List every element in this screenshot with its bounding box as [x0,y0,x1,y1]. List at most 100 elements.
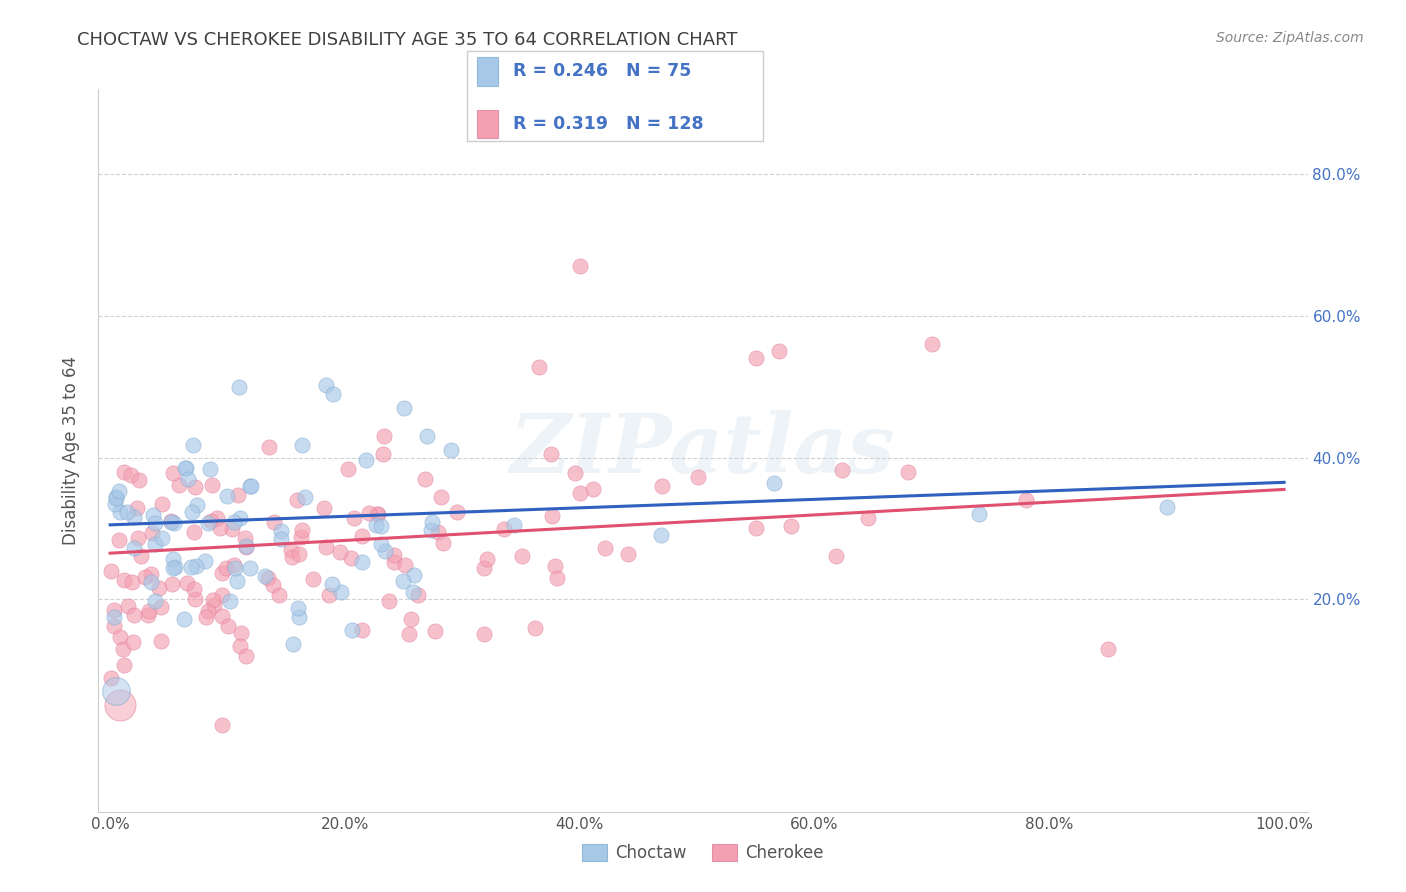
Point [568,486,591,500]
Point [197,604,219,618]
Point [540,447,562,461]
Point [202,592,225,607]
Point [404,568,426,582]
Point [391,574,413,588]
Point [370,537,392,551]
Point [378,594,401,608]
Point [546,571,568,585]
Point [235,648,257,663]
Point [180,560,202,574]
Point [138,604,160,618]
Point [112,573,135,587]
Point [235,539,257,553]
Point [184,591,207,606]
Point [356,453,378,467]
Point [763,476,786,491]
Point [105,684,128,698]
Point [322,386,344,401]
Text: Source: ZipAtlas.com: Source: ZipAtlas.com [1216,31,1364,45]
Point [103,609,125,624]
Point [103,619,125,633]
Point [215,489,238,503]
Point [472,627,495,641]
Point [650,528,672,542]
Point [502,518,524,533]
Point [253,569,276,583]
Point [858,510,880,524]
Point [235,540,257,554]
Text: CHOCTAW VS CHEROKEE DISABILITY AGE 35 TO 64 CORRELATION CHART: CHOCTAW VS CHEROKEE DISABILITY AGE 35 TO… [77,31,738,49]
Point [208,520,231,534]
Point [568,260,591,274]
Point [229,510,252,524]
Point [162,561,184,575]
Point [312,500,335,515]
Point [423,624,446,639]
Point [745,351,768,366]
Point [474,561,496,575]
Point [177,472,200,486]
Point [194,553,217,567]
Point [315,541,337,555]
Point [290,530,312,544]
Point [921,337,943,351]
Point [183,525,205,540]
Point [222,515,245,529]
Point [343,511,366,525]
Point [167,477,190,491]
Point [350,623,373,637]
Point [205,511,228,525]
Point [141,526,163,541]
Point [291,438,314,452]
Legend: Choctaw, Cherokee: Choctaw, Cherokee [575,837,831,869]
Point [831,463,853,477]
Point [218,593,240,607]
Point [446,505,468,519]
Point [374,544,396,558]
Point [288,609,311,624]
Point [239,479,262,493]
Point [139,575,162,590]
Point [267,589,290,603]
Point [122,608,145,623]
Point [779,519,801,533]
Point [401,585,423,599]
Point [100,564,122,578]
Point [211,608,233,623]
Point [339,550,361,565]
Point [150,532,173,546]
Point [198,461,221,475]
Point [122,541,145,556]
Point [122,635,145,649]
Point [112,657,135,672]
Point [294,490,316,504]
Text: R = 0.246   N = 75: R = 0.246 N = 75 [513,62,692,80]
Point [321,577,343,591]
Point [392,401,415,415]
Point [370,519,392,533]
Point [318,588,340,602]
Point [280,542,302,557]
Point [143,537,166,551]
Point [745,521,768,535]
Point [475,551,498,566]
Point [104,491,127,505]
Point [897,465,920,479]
Point [104,498,127,512]
Point [1015,493,1038,508]
Point [117,599,139,613]
Point [413,472,436,486]
Point [263,515,285,529]
Point [183,480,205,494]
Point [186,559,208,574]
Point [768,344,790,359]
Point [233,531,256,545]
Point [221,522,243,536]
Point [510,549,533,563]
Point [128,473,150,487]
Point [195,609,218,624]
Point [226,488,249,502]
Point [160,515,183,529]
Point [186,498,208,512]
Point [173,612,195,626]
